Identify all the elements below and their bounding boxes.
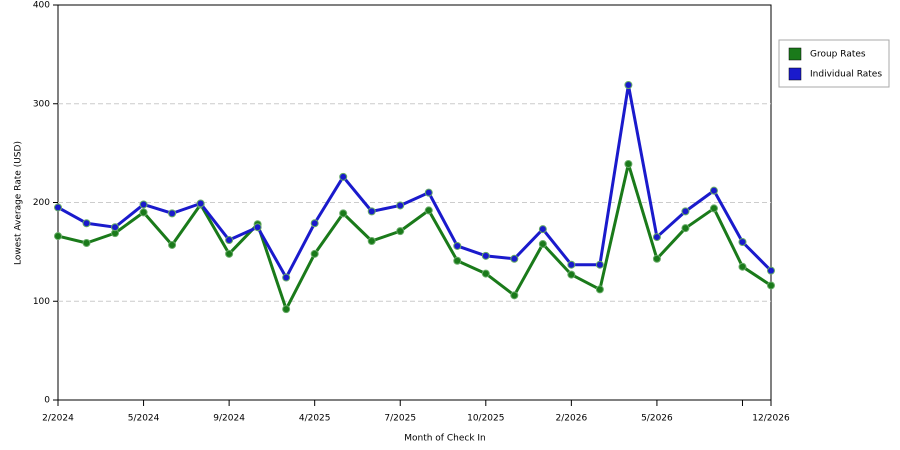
x-tick-label: 5/2026 — [641, 414, 673, 424]
data-point — [424, 206, 433, 215]
x-tick-label: 9/2024 — [213, 414, 245, 424]
legend-label: Individual Rates — [810, 70, 882, 80]
data-point — [225, 236, 234, 245]
data-point — [168, 209, 177, 218]
data-point — [111, 223, 120, 232]
data-point — [453, 256, 462, 265]
data-point — [367, 207, 376, 216]
x-tick-label: 2/2024 — [42, 414, 74, 424]
data-point — [652, 254, 661, 263]
data-point — [538, 225, 547, 234]
data-point — [567, 270, 576, 279]
data-point — [481, 269, 490, 278]
y-tick-label: 300 — [33, 99, 50, 109]
data-point — [339, 209, 348, 218]
legend-swatch — [788, 47, 802, 61]
data-point — [196, 199, 205, 208]
data-point — [510, 254, 519, 263]
data-point — [225, 249, 234, 258]
data-point — [538, 239, 547, 248]
legend-label: Group Rates — [810, 50, 866, 60]
data-point — [681, 224, 690, 233]
data-point — [709, 204, 718, 213]
x-tick-label: 12/2026 — [752, 414, 790, 424]
x-tick-label: 7/2025 — [384, 414, 416, 424]
x-tick-label: 4/2025 — [299, 414, 331, 424]
data-point — [82, 238, 91, 247]
data-point — [510, 291, 519, 300]
data-point — [310, 219, 319, 228]
x-axis-label: Month of Check In — [404, 434, 486, 444]
data-point — [481, 251, 490, 260]
x-tick-label: 5/2024 — [128, 414, 160, 424]
y-tick-label: 0 — [44, 396, 50, 406]
data-point — [595, 285, 604, 294]
data-point — [396, 227, 405, 236]
data-point — [54, 203, 62, 212]
data-point — [424, 188, 433, 197]
legend-swatch — [788, 67, 802, 81]
data-point — [396, 201, 405, 210]
data-point — [54, 232, 62, 241]
data-point — [567, 260, 576, 269]
y-tick-label: 400 — [33, 1, 50, 11]
x-tick-label: 10/2025 — [467, 414, 504, 424]
data-point — [624, 80, 633, 89]
data-point — [681, 207, 690, 216]
data-point — [282, 273, 291, 282]
data-point — [139, 208, 148, 217]
data-point — [339, 172, 348, 181]
data-point — [367, 237, 376, 246]
y-tick-label: 200 — [33, 198, 50, 208]
data-point — [82, 219, 91, 228]
data-point — [709, 186, 718, 195]
data-point — [168, 240, 177, 249]
data-point — [767, 281, 775, 290]
data-point — [652, 233, 661, 242]
data-point — [767, 266, 775, 275]
data-point — [310, 249, 319, 258]
series-line — [57, 83, 773, 280]
x-tick-label: 2/2026 — [556, 414, 588, 424]
series-line — [57, 162, 772, 311]
y-tick-label: 100 — [33, 297, 50, 307]
data-point — [282, 305, 291, 314]
data-point — [139, 200, 148, 209]
data-point — [624, 159, 633, 168]
data-point — [453, 241, 462, 250]
data-point — [595, 260, 604, 269]
data-point — [738, 238, 747, 246]
data-point — [253, 223, 262, 232]
y-axis-label: Lowest Average Rate (USD) — [14, 141, 24, 265]
data-point — [738, 262, 747, 271]
